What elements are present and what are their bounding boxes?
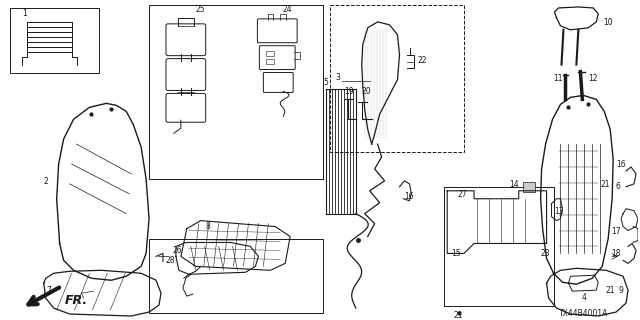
- Text: 4: 4: [581, 293, 586, 302]
- Bar: [444, 187, 554, 306]
- Text: 21: 21: [453, 311, 463, 320]
- Text: 19: 19: [344, 87, 353, 96]
- Bar: [330, 5, 464, 152]
- Text: 9: 9: [618, 286, 623, 295]
- Text: 17: 17: [611, 227, 621, 236]
- Bar: [10, 8, 99, 73]
- Text: 27: 27: [457, 190, 467, 199]
- Text: 22: 22: [417, 56, 427, 65]
- Text: 15: 15: [451, 249, 461, 258]
- Text: 6: 6: [615, 182, 620, 191]
- Bar: [149, 5, 323, 179]
- Text: 3: 3: [335, 73, 340, 82]
- Text: 20: 20: [362, 87, 371, 96]
- Text: 14: 14: [509, 180, 518, 189]
- Text: 16: 16: [616, 160, 626, 169]
- Text: 12: 12: [588, 75, 598, 84]
- Text: 21: 21: [605, 286, 614, 295]
- Bar: [523, 182, 534, 192]
- Text: 8: 8: [205, 221, 211, 231]
- Text: FR.: FR.: [65, 294, 88, 307]
- Text: 21: 21: [600, 180, 610, 189]
- Text: 18: 18: [611, 249, 621, 258]
- Text: 24: 24: [282, 5, 292, 14]
- Text: 13: 13: [554, 207, 564, 216]
- Bar: [266, 51, 275, 56]
- Text: 25: 25: [196, 5, 205, 14]
- Text: TX44B4001A: TX44B4001A: [559, 309, 608, 318]
- Bar: [149, 238, 323, 313]
- Text: 23: 23: [541, 249, 550, 258]
- Text: 1: 1: [22, 9, 27, 18]
- Text: 7: 7: [47, 286, 52, 295]
- Text: 26: 26: [173, 246, 182, 255]
- Text: 11: 11: [554, 75, 563, 84]
- Text: 28: 28: [166, 256, 175, 265]
- Bar: [266, 59, 275, 64]
- Text: 5: 5: [323, 78, 328, 87]
- Text: 16: 16: [404, 192, 414, 201]
- Text: 2: 2: [44, 177, 49, 186]
- Text: 10: 10: [604, 18, 613, 27]
